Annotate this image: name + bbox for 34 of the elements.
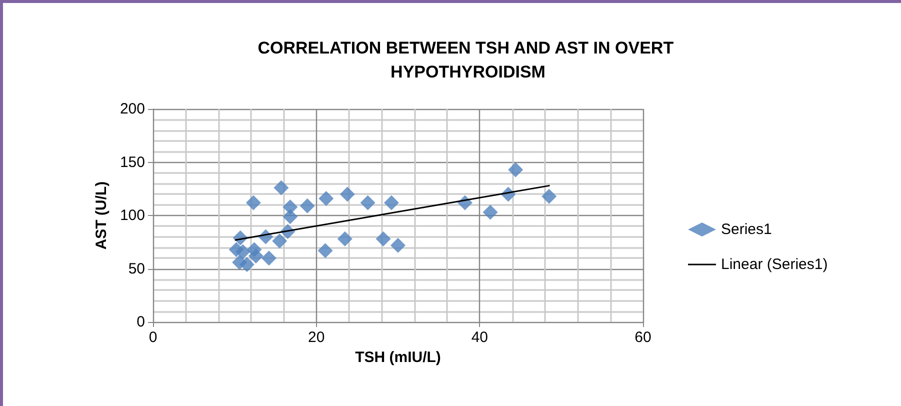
y-tick-label: 150 xyxy=(120,154,145,171)
point xyxy=(482,204,498,220)
legend-label: Series1 xyxy=(721,221,772,238)
point xyxy=(235,244,250,260)
point xyxy=(318,190,334,206)
y-tick-label: 50 xyxy=(128,260,145,278)
x-tick-label: 40 xyxy=(471,329,488,346)
point xyxy=(360,195,376,210)
point xyxy=(542,188,557,204)
point xyxy=(239,256,254,272)
point xyxy=(274,180,289,196)
point xyxy=(282,199,298,214)
y-tick-label: 0 xyxy=(136,314,145,330)
point xyxy=(337,231,352,246)
point xyxy=(261,250,276,266)
x-axis-title: TSH (mIU/L) xyxy=(355,348,441,366)
point xyxy=(246,195,261,210)
point xyxy=(272,234,288,249)
x-tick-label: 20 xyxy=(308,329,325,346)
point xyxy=(318,243,333,258)
point xyxy=(508,162,524,178)
point xyxy=(384,195,399,210)
point xyxy=(340,186,355,202)
point xyxy=(376,231,391,246)
x-tick-label: 0 xyxy=(148,329,158,346)
y-axis-title: AST (U/L) xyxy=(93,181,110,250)
x-tick-label: 60 xyxy=(634,329,652,346)
point xyxy=(300,198,315,214)
point xyxy=(246,242,262,258)
legend-label: Linear (Series1) xyxy=(721,256,828,273)
chart-title: CORRELATION BETWEEN TSH AND AST IN OVERT HYPOTHYROIDISM xyxy=(258,38,678,82)
y-tick-label: 200 xyxy=(120,100,145,118)
point xyxy=(390,238,406,253)
y-tick-label: 100 xyxy=(120,207,145,224)
